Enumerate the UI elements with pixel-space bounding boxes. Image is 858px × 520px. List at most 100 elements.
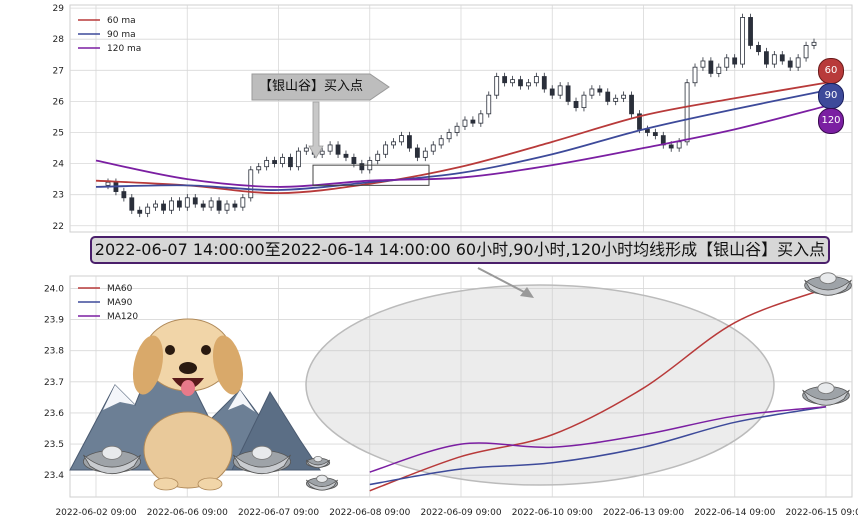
candle-body	[343, 153, 349, 158]
candle-body	[803, 45, 809, 59]
silver-ingot-icon	[804, 279, 852, 296]
x-tick-label: 2022-06-08 09:00	[329, 508, 410, 518]
candle-body	[303, 147, 309, 152]
legend-entry: MA60	[107, 284, 133, 294]
candle-body	[621, 94, 627, 99]
silver-ingot-icon	[316, 474, 328, 483]
snow-mountain-icon	[103, 330, 255, 412]
candle-body	[779, 54, 785, 62]
legend-entry: MA120	[107, 312, 138, 322]
y-tick-label: 23.9	[44, 316, 64, 326]
candle-body	[224, 203, 230, 211]
candle-body	[208, 200, 214, 208]
arrow-icon	[520, 287, 534, 298]
candle-body	[613, 97, 619, 102]
series-line-MA90	[369, 405, 827, 486]
series-line-120-ma	[95, 105, 827, 188]
candle-body	[295, 150, 301, 168]
x-tick-label: 2022-06-07 09:00	[238, 508, 319, 518]
candle-body	[565, 85, 571, 102]
signal-arrow-label: 【银山谷】买入点	[252, 74, 370, 100]
y-tick-label: 23.6	[44, 409, 64, 419]
candle-body	[470, 119, 476, 124]
legend-entry: 90 ma	[107, 30, 136, 40]
y-tick-label: 23	[53, 191, 64, 201]
silver-ingot-icon	[251, 445, 273, 460]
signal-label: 【银山谷】买入点	[258, 79, 363, 94]
candle-body	[716, 66, 722, 74]
candle-body	[264, 160, 270, 168]
candle-body	[454, 125, 460, 133]
y-tick-label: 27	[53, 66, 64, 76]
candle-body	[629, 94, 634, 115]
candle-body	[407, 135, 412, 149]
x-tick-label: 2022-06-02 09:00	[55, 508, 136, 518]
candle-body	[668, 144, 674, 149]
x-tick-label: 2022-06-15 09:00	[785, 508, 858, 518]
candle-body	[764, 51, 769, 65]
series-line-MA120	[369, 405, 827, 473]
candle-body	[399, 135, 404, 143]
arrow-icon	[251, 73, 390, 101]
candle-body	[518, 79, 523, 87]
dog-illustration	[212, 335, 244, 395]
candle-body	[700, 60, 706, 68]
candle-body	[549, 88, 555, 96]
y-tick-label: 28	[53, 35, 65, 45]
arrow-icon	[477, 267, 529, 295]
candle-body	[573, 100, 579, 109]
candle-body	[359, 163, 365, 171]
silver-ingot-icon	[802, 389, 850, 406]
y-tick-label: 24.0	[44, 284, 64, 294]
candle-body	[502, 76, 508, 84]
banner-text: 2022-06-07 14:00:00至2022-06-14 14:00:00 …	[94, 240, 826, 259]
candle-body	[771, 54, 777, 65]
candle-body	[375, 153, 381, 161]
candle-body	[184, 197, 190, 208]
candle-body	[795, 57, 801, 68]
candle-body	[676, 141, 682, 149]
badge-90: 90	[818, 83, 844, 109]
signal-highlight-box	[312, 164, 430, 186]
signal-banner: 2022-06-07 14:00:00至2022-06-14 14:00:00 …	[90, 236, 830, 264]
candle-body	[526, 82, 531, 87]
series-line-60-ma	[95, 81, 827, 195]
candle-body	[438, 138, 444, 146]
candle-body	[684, 82, 690, 143]
arrow-icon	[308, 101, 324, 159]
candle-body	[121, 191, 127, 199]
candle-body	[248, 169, 254, 199]
candle-body	[581, 94, 587, 109]
candlestick-panel: 22 23 24 25 26 27 28 29 60 ma 90 ma 120 ma	[53, 4, 853, 233]
candle-body	[240, 197, 246, 208]
candle-body	[811, 41, 817, 46]
series-line-90-ma	[95, 89, 827, 191]
candle-body	[510, 79, 515, 84]
x-tick-label: 2022-06-14 09:00	[694, 508, 775, 518]
silver-ingot-icon	[817, 382, 835, 395]
candle-body	[732, 57, 738, 65]
candle-body	[486, 94, 492, 115]
candle-body	[153, 203, 158, 208]
y-tick-label: 25	[53, 128, 64, 138]
candle-body	[478, 113, 484, 124]
candle-body	[494, 76, 500, 96]
candle-body	[557, 85, 563, 96]
badge-60: 60	[818, 58, 844, 84]
candle-body	[129, 197, 135, 211]
dog-illustration	[143, 411, 233, 489]
candle-body	[288, 156, 293, 168]
y-tick-label: 24	[53, 160, 65, 170]
decorations	[69, 73, 852, 491]
legend-entry: 60 ma	[107, 16, 136, 26]
candle-body	[414, 147, 420, 158]
silver-ingot-icon	[305, 459, 331, 469]
y-tick-label: 22	[53, 222, 64, 232]
candle-body	[280, 156, 285, 164]
candle-body	[169, 200, 174, 211]
badge-120: 120	[818, 108, 844, 134]
candle-body	[605, 91, 611, 102]
candle-body	[787, 60, 793, 68]
candle-body	[597, 88, 603, 93]
